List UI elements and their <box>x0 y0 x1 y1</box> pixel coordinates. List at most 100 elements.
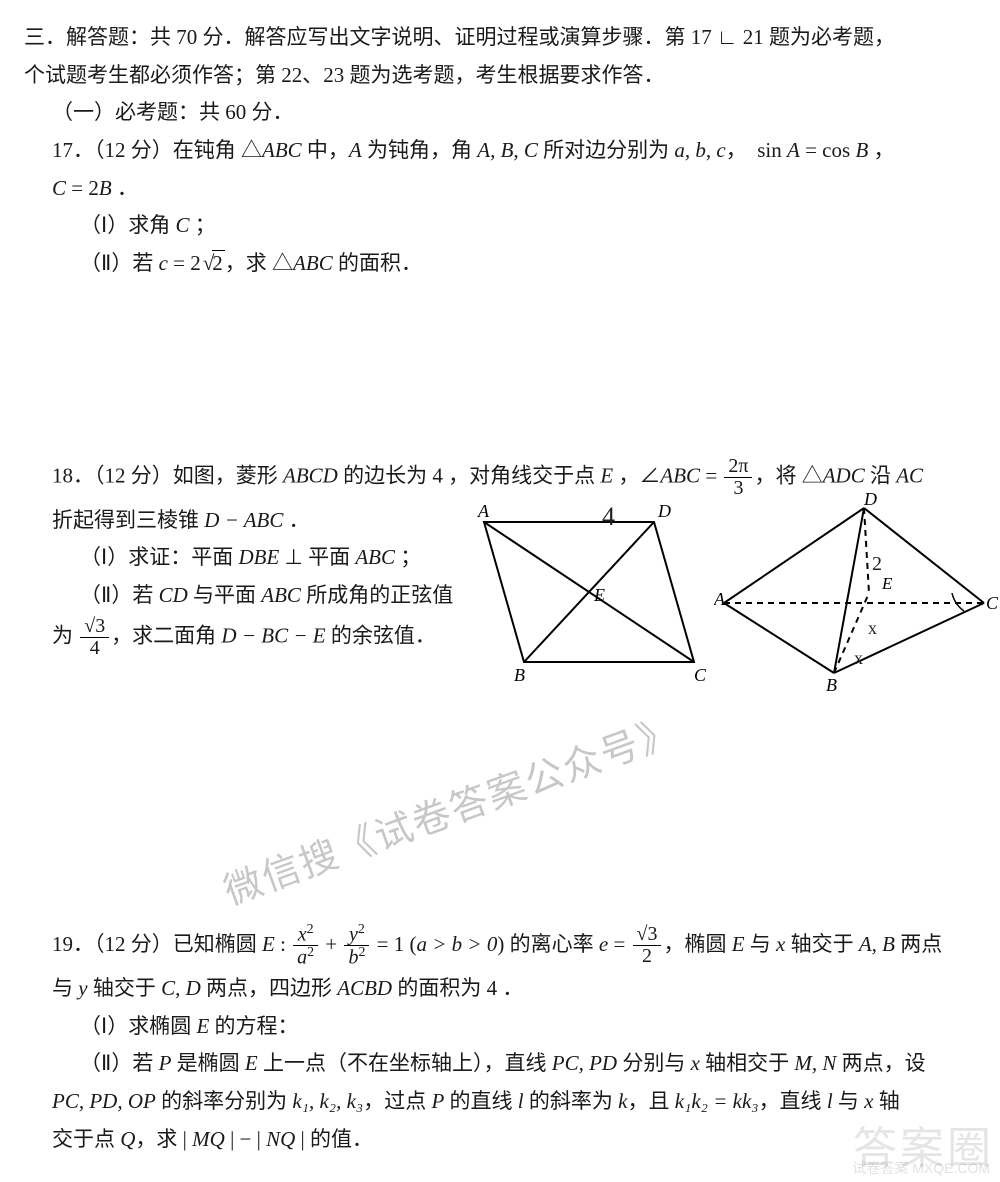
t: 的斜率为 <box>524 1089 619 1113</box>
q17-A: A <box>349 138 362 162</box>
t: 折起得到三棱锥 <box>52 508 204 532</box>
q17-stem-line2: C = 2B ． <box>24 171 976 207</box>
v: ABC <box>355 545 395 569</box>
q18-fig2-hm2: x <box>854 643 863 674</box>
svg-text:E: E <box>881 574 893 593</box>
v: e <box>599 932 608 956</box>
q17-text: 17．（12 分）在钝角 △ <box>52 138 262 162</box>
t: + <box>320 932 342 956</box>
q18-part2-l2: 为 √34，求二面角 D − BC − E 的余弦值． <box>24 616 454 659</box>
t: 与 <box>745 932 777 956</box>
t: 两点，设 <box>836 1051 925 1075</box>
t: 的边长为 4 ，对角线交于点 <box>338 463 601 487</box>
t: 的方程： <box>209 1014 298 1038</box>
t: = 2 <box>66 176 99 200</box>
t: ，求二面角 <box>111 623 221 647</box>
svg-text:E: E <box>593 585 605 605</box>
frac-x2a2: x2a2 <box>293 923 318 969</box>
v: DBE <box>238 545 279 569</box>
t: = cos <box>800 138 856 162</box>
t: ． <box>283 508 309 532</box>
v: A, B <box>859 932 895 956</box>
t: 所对边分别为 <box>538 138 675 162</box>
t: 所成角的正弦值 <box>301 583 453 607</box>
t: 18．（12 分）如图，菱形 <box>52 463 283 487</box>
v: ACBD <box>337 976 392 1000</box>
v: D − BC − E <box>221 623 325 647</box>
frac-e: √32 <box>633 924 662 967</box>
svg-text:A: A <box>714 589 726 609</box>
q18-fig2-hm1: 2 <box>872 547 882 581</box>
svg-text:D: D <box>657 501 671 521</box>
v: M, N <box>794 1051 836 1075</box>
v: E <box>732 932 745 956</box>
t: 的斜率分别为 <box>156 1089 293 1113</box>
t: ，直线 <box>759 1089 827 1113</box>
v: C <box>52 176 66 200</box>
q18-fig1: A D B C E <box>454 497 714 687</box>
svg-text:B: B <box>826 675 837 693</box>
t: （Ⅱ）若 <box>80 583 159 607</box>
q18-part1: （Ⅰ）求证：平面 DBE ⊥ 平面 ABC ； <box>24 540 454 576</box>
v: E <box>600 463 613 487</box>
t: 轴交于 <box>88 976 162 1000</box>
v: x <box>691 1051 700 1075</box>
q19-part2-l3: 交于点 Q，求 | MQ | − | NQ | 的值． <box>24 1122 976 1158</box>
t: 与平面 <box>188 583 262 607</box>
v: E <box>262 932 275 956</box>
v: D − ABC <box>204 508 283 532</box>
v: c <box>159 251 168 275</box>
t: （Ⅰ）求角 <box>80 213 175 237</box>
q17-angles: A, B, C <box>477 138 538 162</box>
svg-text:C: C <box>694 665 707 685</box>
v: PC, PD, OP <box>52 1089 156 1113</box>
v: ABC <box>293 251 333 275</box>
t: 与 <box>52 976 78 1000</box>
t: ； <box>189 213 215 237</box>
t: = 1 ( <box>371 932 416 956</box>
v: P <box>431 1089 444 1113</box>
t: 的余弦值． <box>326 623 436 647</box>
t: ⊥ 平面 <box>279 545 355 569</box>
section-header-line1: 三．解答题：共 70 分．解答应写出文字说明、证明过程或演算步骤．第 17 ∟ … <box>24 20 976 56</box>
section-header-line2: 个试题考生都必须作答；第 22、23 题为选考题，考生根据要求作答． <box>24 58 976 94</box>
t: 轴相交于 <box>700 1051 795 1075</box>
t: 为 <box>52 623 78 647</box>
svg-text:B: B <box>514 665 525 685</box>
svg-text:D: D <box>863 493 877 509</box>
t: 的直线 <box>444 1089 518 1113</box>
v: CD <box>159 583 188 607</box>
t: | − | <box>225 1127 266 1151</box>
v: NQ <box>266 1127 295 1151</box>
v: C <box>175 213 189 237</box>
v: MQ <box>192 1127 225 1151</box>
corner-watermark-small: 试卷答案 MXQE.COM <box>852 1158 990 1178</box>
v: y <box>78 976 87 1000</box>
q19-part2-l1: （Ⅱ）若 P 是椭圆 E 上一点（不在坐标轴上），直线 PC, PD 分别与 x… <box>24 1046 976 1082</box>
t: 的面积． <box>333 251 422 275</box>
v: x <box>776 932 785 956</box>
v: P <box>159 1051 172 1075</box>
q19-part1: （Ⅰ）求椭圆 E 的方程： <box>24 1009 976 1045</box>
t: 为钝角，角 <box>362 138 478 162</box>
t: 上一点（不在坐标轴上），直线 <box>258 1051 552 1075</box>
v: B <box>99 176 112 200</box>
q18-fold: 折起得到三棱锥 D − ABC ． <box>24 503 454 539</box>
v: ADC <box>823 463 865 487</box>
t: ，∠ <box>613 463 660 487</box>
t: 是椭圆 <box>171 1051 245 1075</box>
v: a > b > 0 <box>417 932 498 956</box>
q18-part2-l1: （Ⅱ）若 CD 与平面 ABC 所成角的正弦值 <box>24 578 454 614</box>
v: ABC <box>660 463 700 487</box>
sqrt2: 2 <box>201 246 225 282</box>
q18-fig1-handmark: 4 <box>602 495 615 539</box>
q18-figures: A D B C E 4 A <box>454 501 976 701</box>
q17-part2: （Ⅱ）若 c = 22，求 △ABC 的面积． <box>24 246 976 282</box>
v: k₁, k₂, k₃ <box>292 1089 363 1113</box>
frac-y2b2: y2b2 <box>344 923 369 969</box>
q19-stem-line1: 19．（12 分）已知椭圆 E : x2a2 + y2b2 = 1 (a > b… <box>24 923 976 969</box>
t: 轴 <box>873 1089 899 1113</box>
t: = <box>608 932 630 956</box>
t: : <box>275 932 291 956</box>
t: （Ⅱ）若 <box>80 251 159 275</box>
